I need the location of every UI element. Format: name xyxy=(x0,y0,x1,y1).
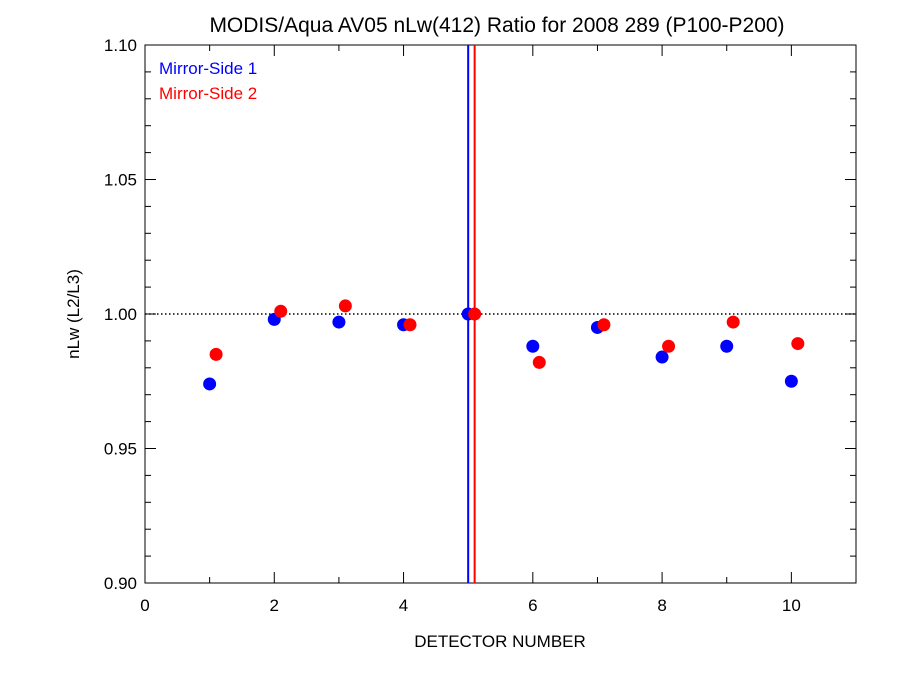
y-tick-label: 1.05 xyxy=(104,171,137,190)
data-point-series-2 xyxy=(274,304,288,318)
legend-entry: Mirror-Side 1 xyxy=(159,59,257,78)
data-point-series-2 xyxy=(532,355,546,369)
data-point-series-1 xyxy=(655,350,669,364)
x-tick-label: 2 xyxy=(270,596,279,615)
x-tick-label: 10 xyxy=(782,596,801,615)
y-tick-label: 0.95 xyxy=(104,440,137,459)
data-point-series-1 xyxy=(203,377,217,391)
data-point-series-1 xyxy=(526,339,540,353)
legend-entry: Mirror-Side 2 xyxy=(159,84,257,103)
x-tick-label: 8 xyxy=(657,596,666,615)
x-tick-label: 0 xyxy=(140,596,149,615)
data-point-series-2 xyxy=(403,318,417,332)
y-tick-label: 0.90 xyxy=(104,574,137,593)
data-point-series-2 xyxy=(662,339,676,353)
data-point-series-1 xyxy=(720,339,734,353)
x-tick-label: 4 xyxy=(399,596,408,615)
data-point-series-1 xyxy=(784,374,798,388)
x-axis-label: DETECTOR NUMBER xyxy=(414,632,586,651)
data-point-series-2 xyxy=(338,299,352,313)
data-point-series-2 xyxy=(468,307,482,321)
chart-title: MODIS/Aqua AV05 nLw(412) Ratio for 2008 … xyxy=(209,14,784,37)
plot-area: 0 2 4 6 8 10 0.90 0.95 1.00 1.05 1.10 Mirror-Side 1… xyxy=(104,36,857,615)
y-axis-label: nLw (L2/L3) xyxy=(64,269,83,359)
data-point-series-2 xyxy=(726,315,740,329)
data-point-series-2 xyxy=(597,318,611,332)
data-point-series-2 xyxy=(791,337,805,351)
y-tick-label: 1.10 xyxy=(104,36,137,55)
x-tick-label: 6 xyxy=(528,596,537,615)
data-point-series-1 xyxy=(332,315,346,329)
y-tick-label: 1.00 xyxy=(104,305,137,324)
data-point-series-2 xyxy=(209,347,223,361)
